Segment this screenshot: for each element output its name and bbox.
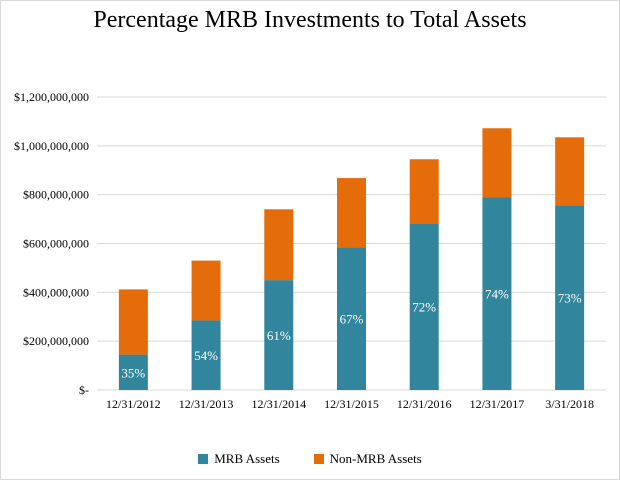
y-tick-label: $400,000,000: [23, 285, 89, 299]
legend-item-mrb: MRB Assets: [198, 451, 280, 467]
bar-mrb-assets: [409, 223, 439, 390]
y-tick-label: $600,000,000: [23, 237, 89, 251]
bar-mrb-assets: [118, 354, 148, 390]
x-tick-label: 12/31/2014: [251, 397, 306, 411]
x-tick-label: 12/31/2013: [179, 397, 234, 411]
x-axis: 12/31/2012 12/31/2013 12/31/2014 12/31/2015…: [106, 397, 594, 411]
data-label: 61%: [267, 328, 291, 343]
legend-label-non-mrb: Non-MRB Assets: [329, 451, 422, 466]
bar-mrb-assets: [191, 320, 221, 390]
data-label: 74%: [485, 287, 509, 302]
data-label: 67%: [340, 312, 364, 327]
data-label: 54%: [194, 348, 218, 363]
bar-non-mrb-assets: [337, 178, 366, 248]
bar-non-mrb-assets: [409, 159, 439, 224]
legend-swatch-mrb: [198, 454, 209, 464]
bar-mrb-assets: [264, 280, 294, 390]
legend-item-non-mrb: Non-MRB Assets: [313, 451, 422, 467]
x-tick-label: 12/31/2015: [324, 397, 379, 411]
bar-non-mrb-assets: [191, 260, 221, 321]
bar-mrb-assets: [337, 247, 366, 390]
y-tick-label: $800,000,000: [23, 188, 89, 202]
legend-swatch-non-mrb: [313, 454, 324, 464]
y-tick-label: $200,000,000: [23, 334, 89, 348]
data-label: 72%: [412, 300, 436, 315]
y-axis: $- $200,000,000 $400,000,000 $600,000,000 $8…: [14, 90, 89, 397]
x-tick-label: 12/31/2012: [106, 397, 161, 411]
bar-non-mrb-assets: [264, 209, 294, 281]
bar-non-mrb-assets: [482, 128, 512, 198]
bar-non-mrb-assets: [118, 289, 148, 355]
data-labels: 35% 54% 61% 67% 72% 74% 73%: [121, 287, 581, 381]
bars: [118, 128, 585, 390]
y-tick-label: $1,200,000,000: [14, 90, 89, 104]
x-tick-label: 3/31/2018: [545, 397, 594, 411]
chart-title: Percentage MRB Investments to Total Asse…: [93, 7, 527, 33]
x-tick-label: 12/31/2017: [470, 397, 525, 411]
x-tick-label: 12/31/2016: [397, 397, 452, 411]
y-tick-label: $1,000,000,000: [14, 139, 89, 153]
legend: MRB Assets Non-MRB Assets: [1, 451, 619, 467]
data-label: 73%: [558, 291, 582, 306]
data-label: 35%: [121, 365, 145, 380]
bar-non-mrb-assets: [555, 137, 585, 206]
bar-mrb-assets: [482, 197, 512, 390]
y-tick-label: $-: [79, 383, 89, 397]
legend-label-mrb: MRB Assets: [214, 451, 280, 466]
bar-mrb-assets: [555, 205, 585, 390]
